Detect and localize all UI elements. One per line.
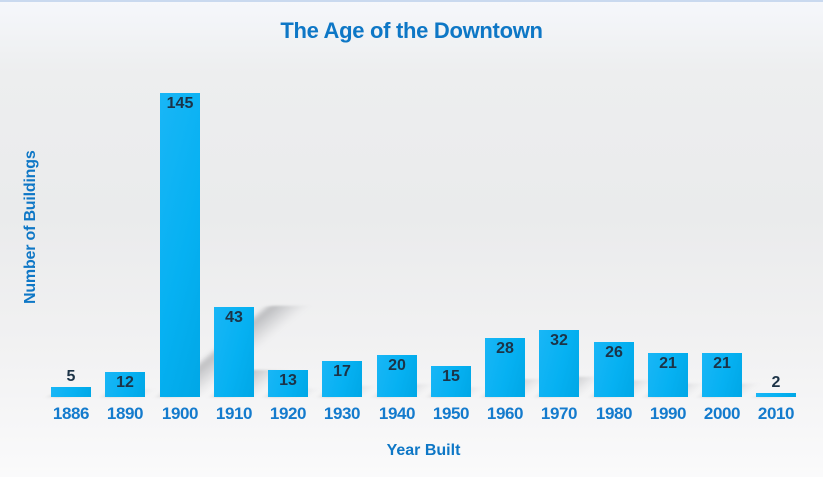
- x-tick-label: 1930: [323, 404, 361, 423]
- bar-2000: [702, 353, 742, 397]
- x-tick-label: 1980: [595, 404, 633, 423]
- x-tick-label: 2010: [757, 404, 795, 423]
- x-axis-label: Year Built: [386, 442, 461, 459]
- x-tick-label: 1886: [52, 404, 90, 423]
- x-tick-label: 1920: [269, 404, 307, 423]
- bar-1950: [431, 366, 471, 397]
- bar-1890: [105, 372, 145, 397]
- bar-value-label: 21: [659, 355, 677, 372]
- bar-value-label: 145: [166, 95, 194, 112]
- bar-1920: [268, 370, 308, 397]
- x-tick-label: 1890: [106, 404, 144, 423]
- bar-value-label: 15: [442, 368, 460, 385]
- bar-1930: [322, 361, 362, 397]
- bar-2010: [756, 393, 796, 397]
- bar-1900: [160, 93, 200, 397]
- bar-value-label: 17: [333, 363, 351, 380]
- bar-value-label: 28: [496, 340, 514, 357]
- bar-value-label: 5: [66, 368, 76, 385]
- x-tick-label: 1970: [540, 404, 578, 423]
- bar-1886: [51, 387, 91, 397]
- chart-title: The Age of the Downtown: [280, 18, 543, 43]
- bar-value-label: 13: [279, 372, 297, 389]
- bar-1980: [594, 342, 634, 397]
- bar-value-label: 26: [605, 344, 623, 361]
- bar-value-label: 32: [550, 332, 568, 349]
- x-tick-label: 1950: [432, 404, 470, 423]
- bar-value-label: 12: [116, 374, 134, 391]
- x-tick-label: 1900: [161, 404, 199, 423]
- x-tick-label: 1990: [649, 404, 687, 423]
- bar-1910: [214, 307, 254, 397]
- bar-value-label: 43: [225, 309, 243, 326]
- bar-1990: [648, 353, 688, 397]
- bar-value-label: 2: [771, 374, 781, 391]
- bar-1940: [377, 355, 417, 397]
- x-tick-label: 1940: [378, 404, 416, 423]
- bar-value-label: 21: [713, 355, 731, 372]
- x-tick-label: 2000: [703, 404, 741, 423]
- x-tick-label: 1960: [486, 404, 524, 423]
- x-tick-label: 1910: [215, 404, 253, 423]
- bar-value-label: 20: [388, 357, 406, 374]
- bar-1960: [485, 338, 525, 397]
- bar-1970: [539, 330, 579, 397]
